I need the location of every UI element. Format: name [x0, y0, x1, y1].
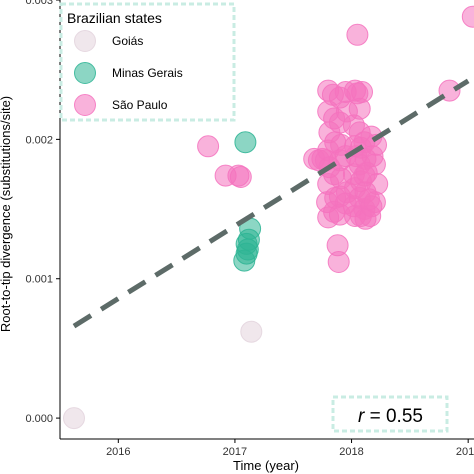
data-point-sao-paulo	[351, 81, 373, 103]
legend-item-goias: Goiás	[74, 30, 143, 52]
data-point-goias	[240, 320, 263, 343]
x-axis-title: Time (year)	[233, 458, 299, 473]
x-axis-ticks: 2016 2017 2018 2019	[106, 439, 474, 458]
y-tick-label: 0.003	[25, 0, 53, 7]
series-goias	[63, 320, 263, 430]
x-tick-label: 2018	[339, 446, 363, 458]
legend-swatch	[74, 30, 96, 52]
x-tick-label: 2016	[106, 446, 130, 458]
correlation-value: = 0.55	[364, 406, 423, 427]
data-point-minas-gerais	[235, 242, 258, 265]
legend-swatch	[74, 62, 96, 84]
data-point-sao-paulo	[461, 5, 474, 28]
legend-label: Goiás	[112, 34, 143, 48]
legend-title: Brazilian states	[67, 10, 162, 26]
legend-label: São Paulo	[112, 98, 168, 112]
data-point-sao-paulo	[327, 251, 350, 273]
y-tick-label: 0.001	[25, 274, 53, 286]
y-tick-label: 0.000	[25, 413, 53, 425]
x-tick-label: 2019	[456, 446, 474, 458]
y-tick-label: 0.002	[25, 134, 53, 146]
legend-label: Minas Gerais	[112, 66, 183, 80]
data-point-sao-paulo	[358, 188, 380, 211]
correlation-annotation: r = 0.55	[331, 395, 449, 433]
data-point-minas-gerais	[234, 131, 257, 154]
correlation-symbol: r	[358, 406, 365, 427]
y-axis-ticks: 0.000 0.001 0.002 0.003	[25, 0, 60, 425]
data-point-sao-paulo	[197, 135, 220, 158]
data-point-sao-paulo	[355, 161, 378, 184]
annotation-frame	[331, 395, 449, 433]
data-point-goias	[63, 407, 85, 430]
y-axis-title: Root-to-tip divergence (substitutions/si…	[0, 96, 13, 332]
data-point-sao-paulo	[346, 23, 369, 46]
series-minas-gerais	[233, 131, 262, 272]
legend-item-minas-gerais: Minas Gerais	[74, 62, 183, 84]
legend-item-sao-paulo: São Paulo	[74, 94, 168, 116]
trend-line	[72, 78, 470, 329]
legend-swatch	[74, 94, 96, 116]
correlation-label: r = 0.55	[358, 406, 423, 427]
data-point-sao-paulo	[438, 79, 461, 102]
legend: Brazilian states Goiás Minas Gerais São Pa…	[59, 2, 236, 122]
x-tick-label: 2017	[223, 446, 247, 458]
data-point-sao-paulo	[229, 166, 252, 188]
